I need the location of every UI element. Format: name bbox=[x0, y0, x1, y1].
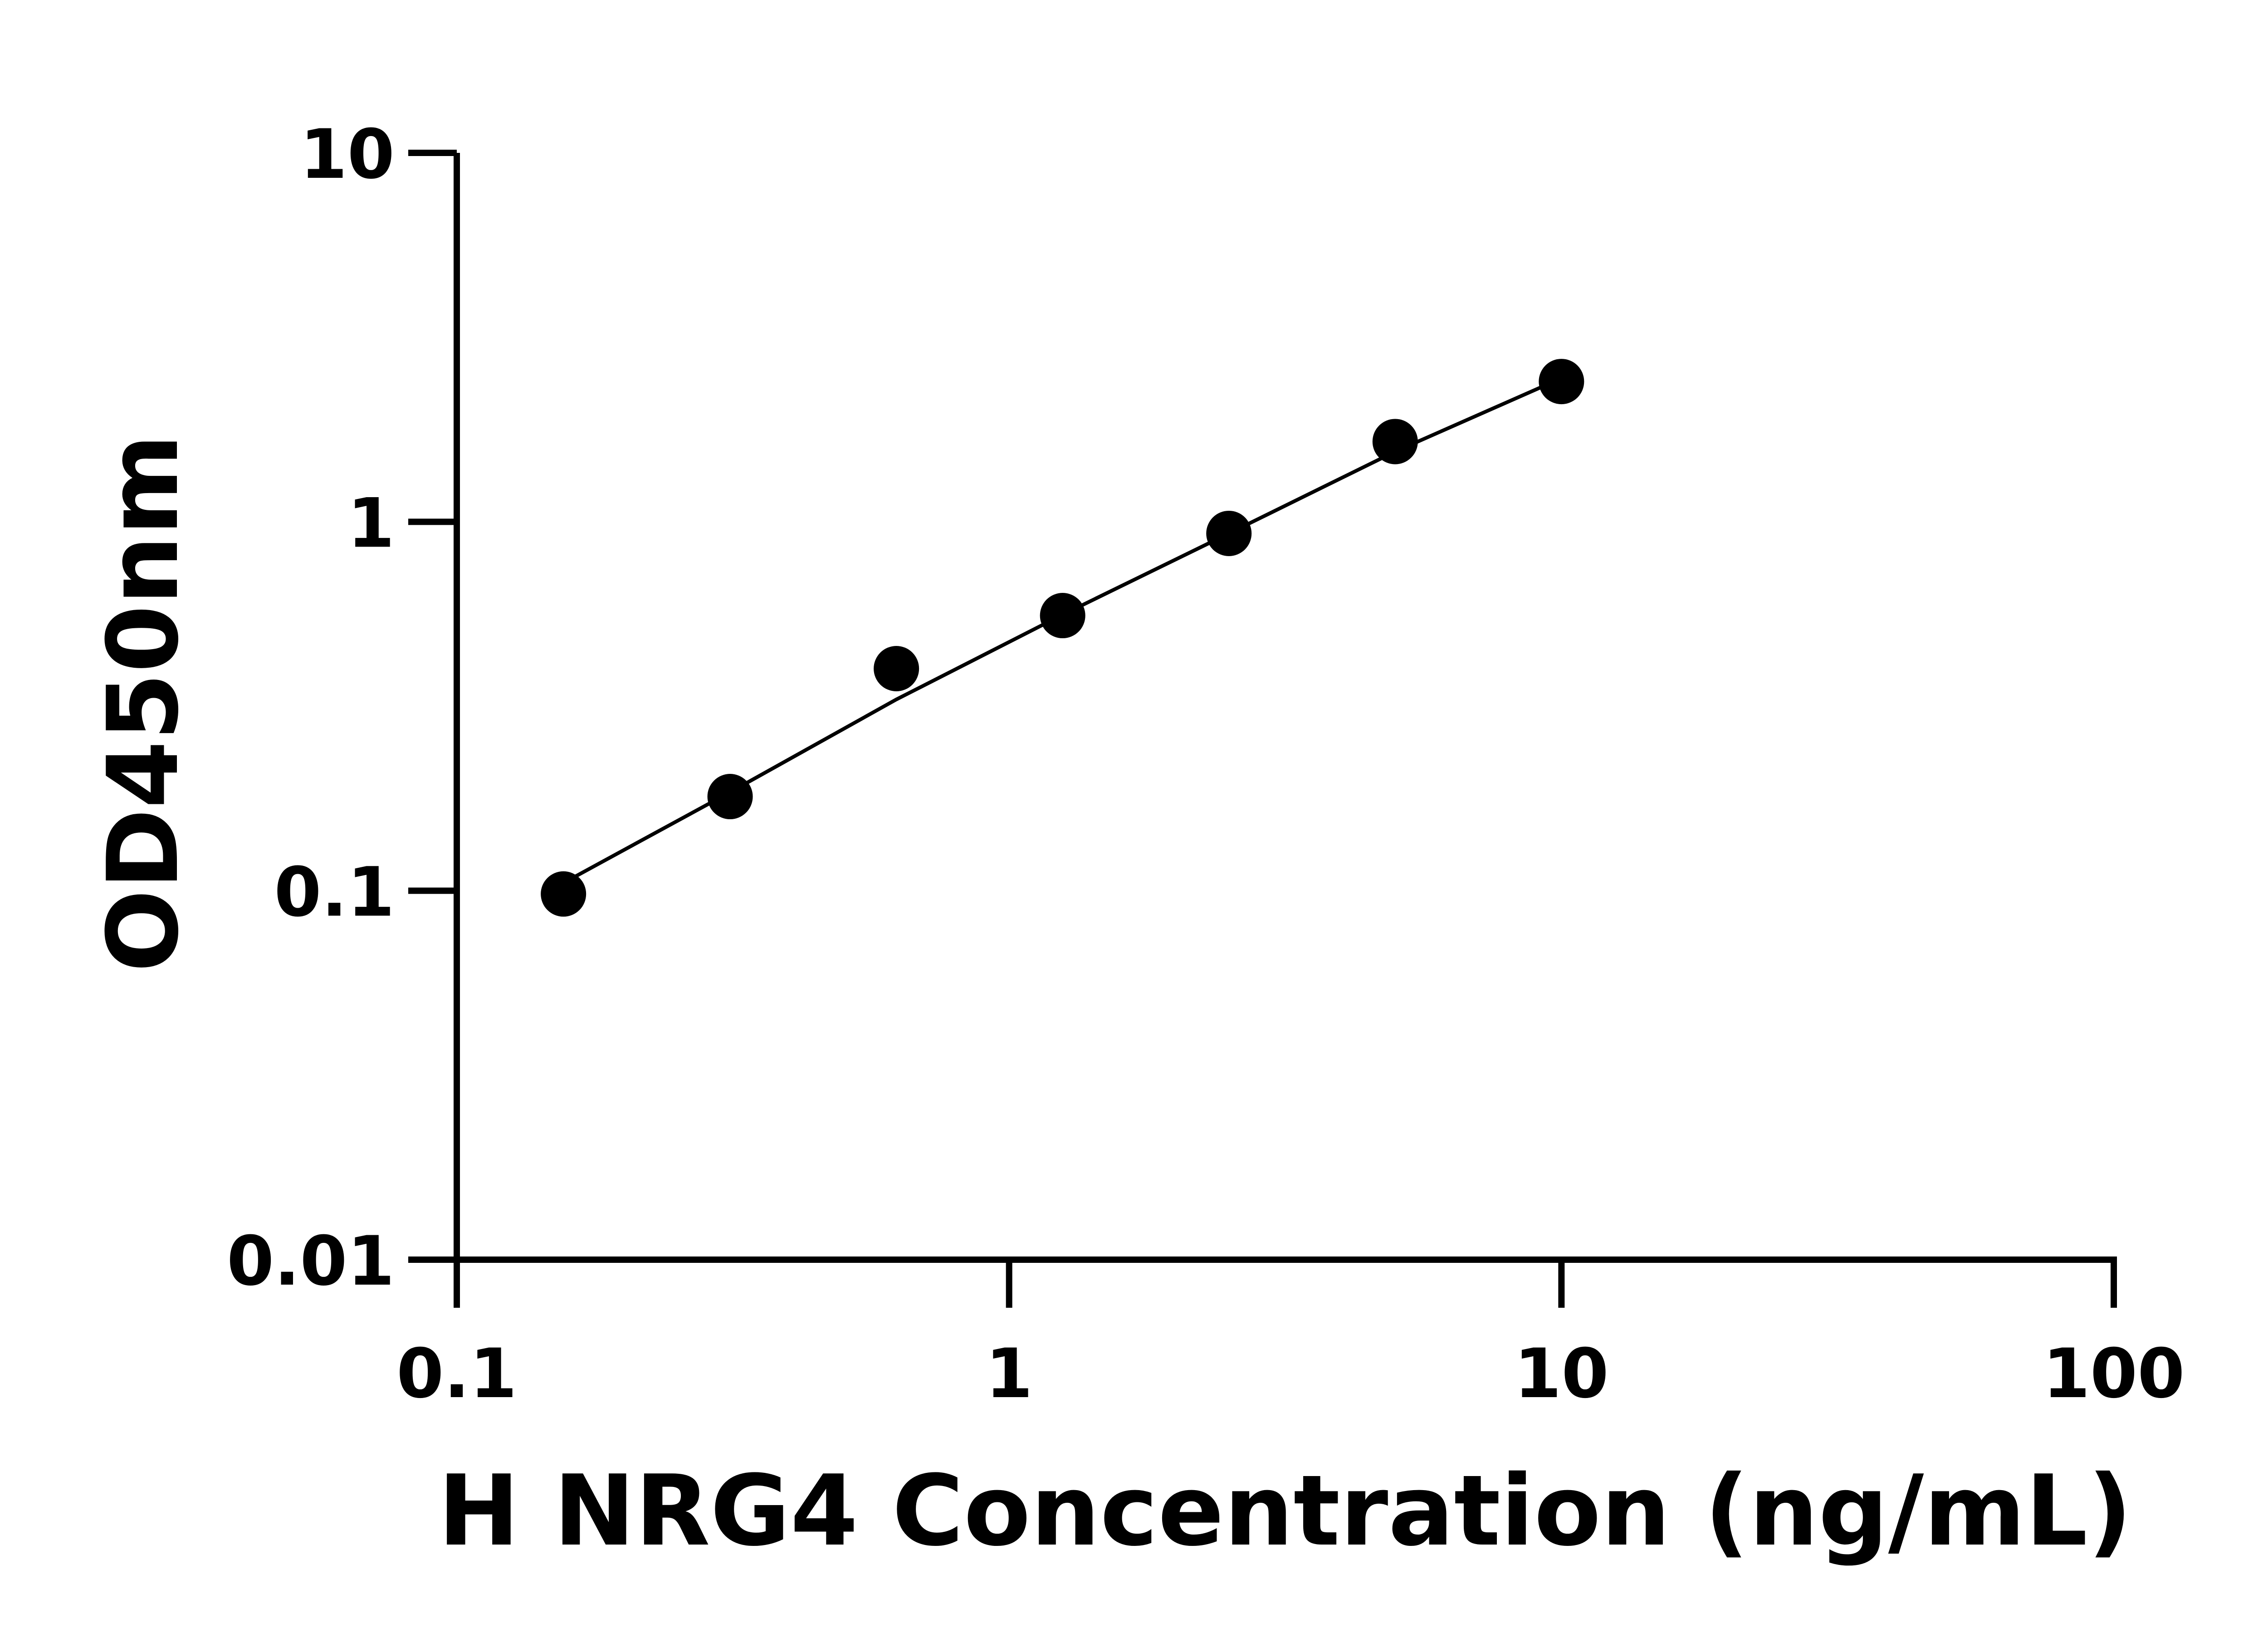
y-tick-label: 0.1 bbox=[274, 853, 395, 932]
y-tick-label: 0.01 bbox=[227, 1222, 395, 1301]
data-point bbox=[874, 645, 919, 691]
data-point bbox=[1372, 419, 1418, 464]
y-axis-title: OD450nm bbox=[86, 434, 200, 972]
data-point bbox=[541, 871, 587, 917]
data-point bbox=[1040, 593, 1085, 639]
x-tick-label: 100 bbox=[2043, 1335, 2185, 1413]
data-point bbox=[707, 774, 753, 820]
y-tick-label: 1 bbox=[347, 484, 395, 563]
x-tick-label: 1 bbox=[985, 1335, 1032, 1413]
data-point bbox=[1206, 510, 1252, 556]
x-axis-title: H NRG4 Concentration (ng/mL) bbox=[438, 1454, 2132, 1568]
y-tick-label: 10 bbox=[300, 115, 395, 194]
x-tick-label: 0.1 bbox=[396, 1335, 517, 1413]
x-tick-label: 10 bbox=[1514, 1335, 1609, 1413]
data-points bbox=[541, 359, 1584, 917]
data-point bbox=[1539, 359, 1584, 405]
